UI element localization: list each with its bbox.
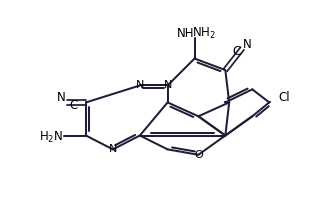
Text: C: C bbox=[70, 99, 78, 112]
Text: N: N bbox=[136, 80, 144, 91]
Text: N: N bbox=[57, 91, 66, 104]
Text: C: C bbox=[232, 45, 240, 58]
Text: Cl: Cl bbox=[279, 91, 290, 103]
Text: N: N bbox=[109, 144, 117, 154]
Text: N: N bbox=[163, 80, 172, 91]
Text: $\mathregular{NH_2}$: $\mathregular{NH_2}$ bbox=[192, 25, 216, 41]
Text: O: O bbox=[194, 150, 203, 160]
Text: NH: NH bbox=[177, 27, 195, 40]
Text: $\mathregular{H_2N}$: $\mathregular{H_2N}$ bbox=[39, 130, 63, 145]
Text: N: N bbox=[243, 38, 252, 51]
